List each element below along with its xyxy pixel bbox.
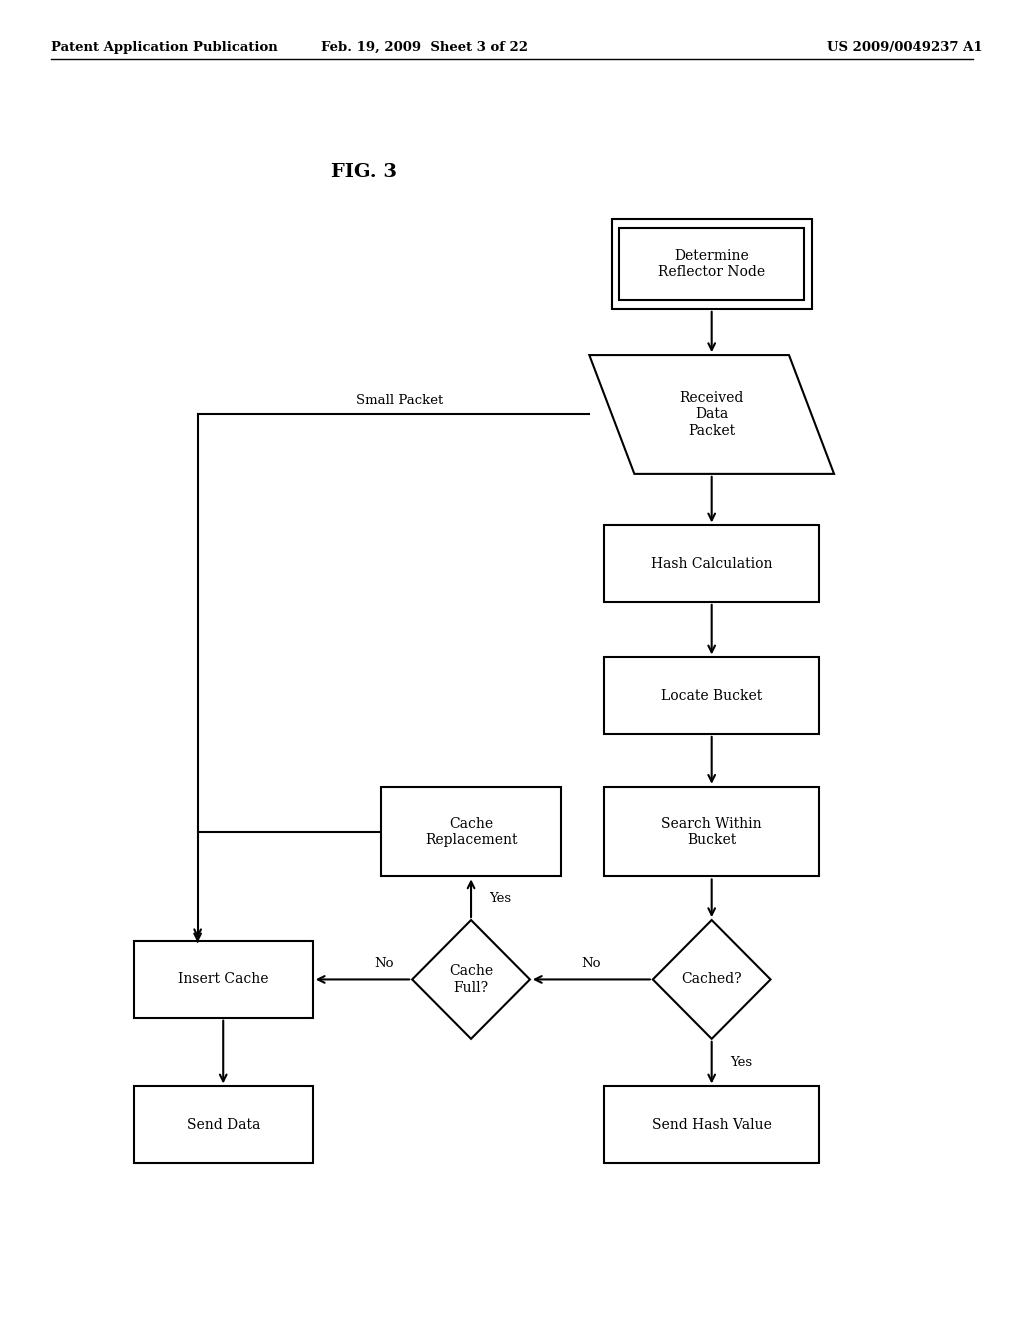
Text: FIG. 3: FIG. 3 — [331, 162, 396, 181]
FancyBboxPatch shape — [382, 787, 561, 876]
Text: US 2009/0049237 A1: US 2009/0049237 A1 — [827, 41, 983, 54]
FancyBboxPatch shape — [604, 787, 819, 876]
Text: Small Packet: Small Packet — [355, 393, 443, 407]
Polygon shape — [589, 355, 834, 474]
Text: Cache
Full?: Cache Full? — [449, 965, 494, 994]
Text: Determine
Reflector Node: Determine Reflector Node — [658, 249, 765, 279]
FancyBboxPatch shape — [604, 1086, 819, 1163]
Text: No: No — [582, 957, 601, 970]
Text: No: No — [374, 957, 393, 970]
Text: Send Data: Send Data — [186, 1118, 260, 1131]
Text: Hash Calculation: Hash Calculation — [651, 557, 772, 570]
Text: Yes: Yes — [489, 892, 512, 904]
Text: Received
Data
Packet: Received Data Packet — [680, 391, 743, 438]
FancyBboxPatch shape — [618, 228, 804, 300]
Text: Locate Bucket: Locate Bucket — [662, 689, 762, 702]
Text: Insert Cache: Insert Cache — [178, 973, 268, 986]
Text: Cached?: Cached? — [681, 973, 742, 986]
FancyBboxPatch shape — [133, 941, 313, 1018]
Text: Send Hash Value: Send Hash Value — [651, 1118, 772, 1131]
FancyBboxPatch shape — [611, 219, 811, 309]
Text: Cache
Replacement: Cache Replacement — [425, 817, 517, 846]
FancyBboxPatch shape — [604, 657, 819, 734]
Text: Search Within
Bucket: Search Within Bucket — [662, 817, 762, 846]
Text: Yes: Yes — [730, 1056, 753, 1069]
Polygon shape — [412, 920, 530, 1039]
Text: Feb. 19, 2009  Sheet 3 of 22: Feb. 19, 2009 Sheet 3 of 22 — [322, 41, 528, 54]
Text: Patent Application Publication: Patent Application Publication — [51, 41, 278, 54]
FancyBboxPatch shape — [604, 525, 819, 602]
Polygon shape — [653, 920, 770, 1039]
FancyBboxPatch shape — [133, 1086, 313, 1163]
